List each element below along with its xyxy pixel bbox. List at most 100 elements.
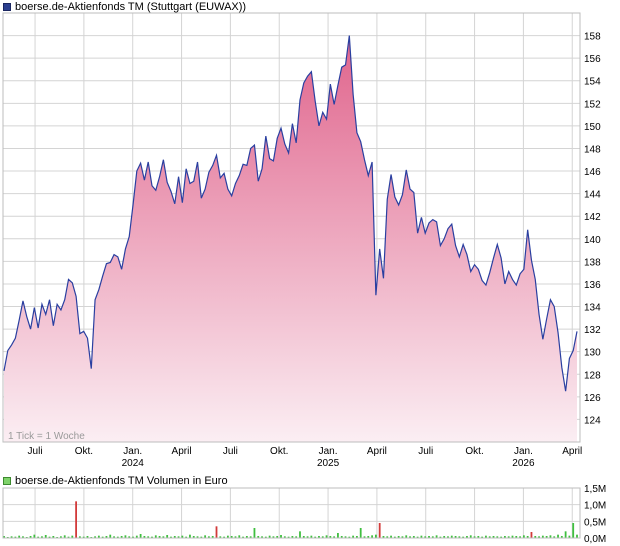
volume-y-tick-label: 0,5M (584, 517, 606, 528)
volume-bar (435, 535, 438, 538)
price-x-year-label: 2026 (512, 458, 535, 469)
volume-bar (557, 534, 559, 538)
volume-bar (14, 536, 17, 538)
price-y-tick-label: 126 (584, 393, 601, 404)
price-y-tick-label: 146 (584, 167, 601, 178)
volume-bar (105, 536, 108, 538)
price-y-tick-label: 124 (584, 415, 601, 426)
volume-bar (29, 536, 32, 538)
volume-bar (530, 532, 533, 538)
volume-bar (3, 536, 5, 538)
volume-bar (177, 536, 180, 538)
volume-bar (33, 534, 36, 538)
volume-bar (283, 536, 286, 538)
volume-bar (325, 535, 328, 538)
price-area-fill (4, 35, 577, 442)
volume-bar (67, 536, 70, 538)
volume-bar (310, 535, 313, 538)
volume-bar (564, 531, 567, 538)
volume-bar (82, 536, 85, 538)
volume-bar (382, 536, 385, 538)
volume-bar (173, 536, 176, 538)
volume-bar (245, 536, 248, 538)
price-x-year-label: 2024 (122, 458, 145, 469)
price-x-tick-label: April (562, 446, 582, 457)
volume-bar (428, 536, 430, 538)
volume-bar (162, 536, 165, 538)
tick-interval-note: 1 Tick = 1 Woche (8, 431, 85, 442)
price-chart-legend: boerse.de-Aktienfonds TM (Stuttgart (EUW… (3, 1, 246, 13)
volume-chart-legend: boerse.de-Aktienfonds TM Volumen in Euro (3, 475, 228, 487)
volume-bar (374, 534, 377, 538)
volume-bar (439, 536, 442, 538)
volume-bar (466, 536, 468, 538)
volume-bar (485, 535, 487, 538)
volume-plot-frame (2, 487, 581, 539)
volume-bar (401, 536, 404, 538)
volume-bar (200, 536, 203, 538)
price-y-tick-label: 138 (584, 257, 601, 268)
volume-legend-swatch (3, 477, 11, 485)
volume-bar (120, 536, 123, 538)
volume-bar (154, 535, 157, 538)
volume-legend-label: boerse.de-Aktienfonds TM Volumen in Euro (15, 475, 228, 487)
volume-bar (189, 534, 191, 538)
volume-bar (109, 534, 112, 538)
volume-bar (181, 535, 184, 538)
price-x-tick-label: Jan. (514, 446, 533, 457)
volume-bar (469, 535, 472, 538)
volume-bar (534, 536, 537, 538)
volume-bar (356, 536, 358, 538)
volume-bar (128, 536, 131, 538)
volume-bar (113, 536, 115, 538)
price-y-tick-label: 132 (584, 325, 601, 336)
volume-bar (158, 536, 161, 538)
volume-bar (253, 528, 256, 538)
volume-bar (371, 535, 373, 538)
volume-bar (223, 536, 225, 538)
volume-bar (541, 535, 544, 538)
price-y-tick-label: 142 (584, 212, 601, 223)
volume-bar (147, 536, 150, 538)
volume-y-axis: 0,0M 0,5M 1,0M 1,5M (584, 484, 606, 545)
volume-bar (71, 535, 74, 538)
price-y-tick-label: 156 (584, 54, 601, 65)
volume-bar (238, 535, 241, 538)
volume-bar (41, 536, 43, 538)
volume-bar (526, 536, 529, 538)
volume-bar (132, 536, 134, 538)
price-x-tick-label: Juli (223, 446, 238, 457)
volume-bar (22, 536, 24, 538)
volume-bar (333, 536, 336, 538)
volume-bar (477, 536, 480, 538)
volume-bar (234, 536, 237, 538)
volume-bar (124, 535, 127, 538)
volume-bar (511, 535, 514, 538)
volume-bar (94, 536, 96, 538)
volume-bar (151, 536, 153, 538)
price-x-tick-label: Okt. (465, 446, 483, 457)
volume-bar (321, 536, 324, 538)
volume-bar (431, 536, 434, 538)
price-plot-frame (2, 12, 581, 443)
volume-bar (390, 535, 392, 538)
volume-bar (504, 536, 506, 538)
volume-bar (166, 535, 169, 538)
price-legend-label: boerse.de-Aktienfonds TM (Stuttgart (EUW… (15, 1, 247, 13)
volume-bar (549, 535, 552, 538)
price-y-tick-label: 140 (584, 235, 601, 246)
volume-bar (314, 536, 317, 538)
volume-bar (276, 536, 279, 538)
price-y-tick-label: 136 (584, 280, 601, 291)
volume-bar (393, 536, 396, 538)
volume-bar (409, 536, 411, 538)
volume-bar (299, 531, 301, 538)
volume-bar (522, 535, 525, 538)
volume-bar (185, 536, 188, 538)
volume-bar (97, 535, 100, 538)
volume-bar (507, 536, 510, 538)
volume-bar (462, 536, 465, 538)
volume-y-tick-label: 1,0M (584, 501, 606, 512)
volume-bar (37, 536, 40, 538)
